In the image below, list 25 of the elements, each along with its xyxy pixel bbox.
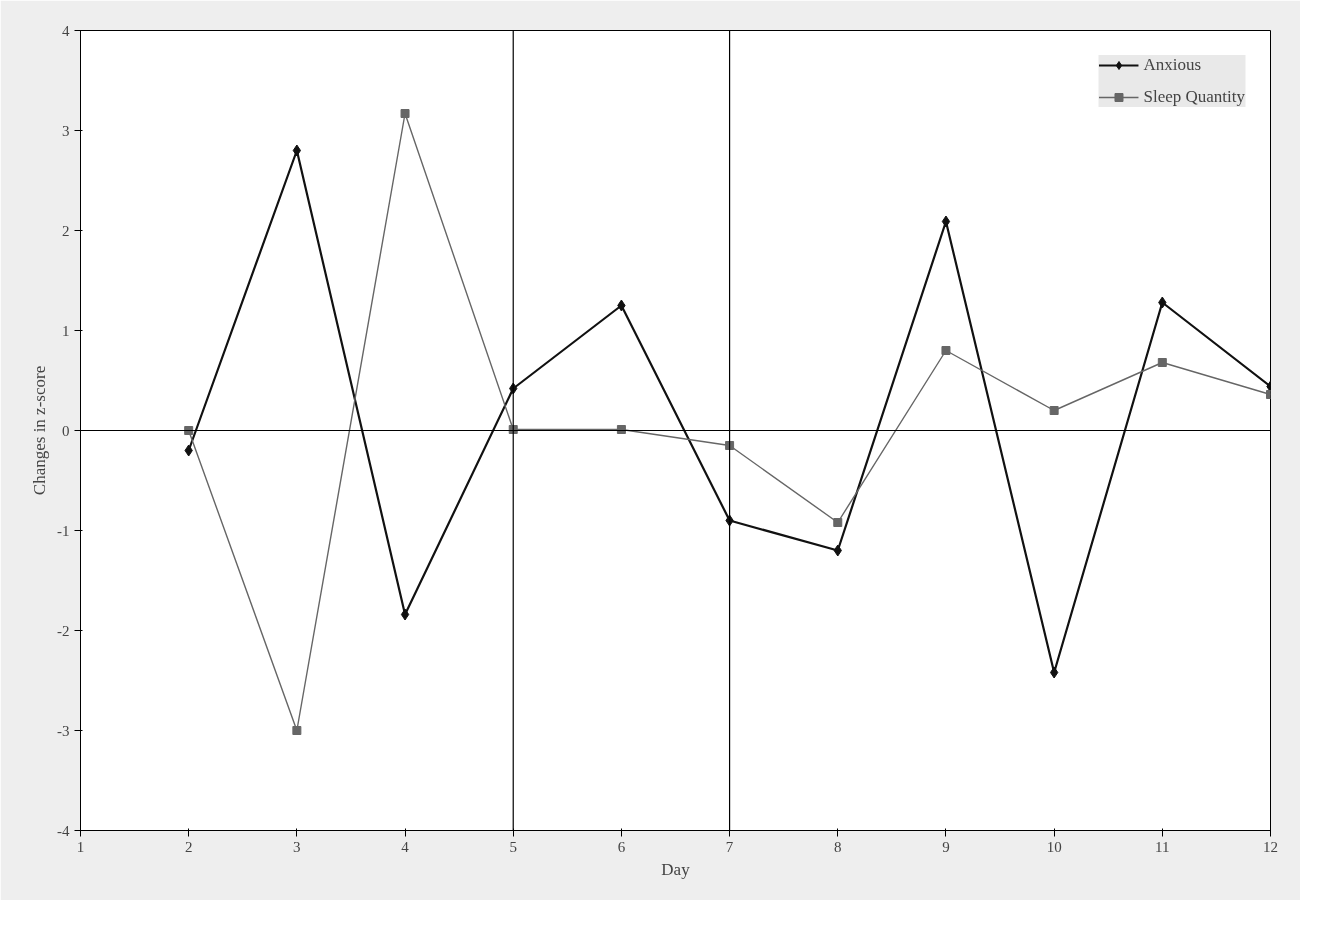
legend-label: Sleep Quantity [1143, 87, 1245, 107]
y-tick-label: 2 [62, 222, 70, 239]
x-tick-label: 2 [184, 838, 193, 855]
x-tick-label: 5 [509, 838, 517, 855]
y-tick-label: 4 [62, 22, 70, 39]
y-tick-label: -3 [57, 722, 70, 739]
y-tick-label: -4 [57, 822, 70, 839]
x-tick-label: 4 [401, 838, 410, 855]
x-tick-label: 3 [293, 838, 301, 855]
y-tick-label: 1 [62, 322, 70, 339]
x-tick-label: 11 [1155, 838, 1170, 855]
x-tick-label: 10 [1046, 838, 1062, 855]
x-tick-label: 7 [725, 838, 734, 855]
x-tick-label: 8 [834, 838, 842, 855]
y-tick-label: 3 [62, 122, 70, 139]
y-tick-label: -1 [57, 522, 70, 539]
x-tick-label: 9 [942, 838, 950, 855]
x-tick-label: 6 [617, 838, 626, 855]
x-tick-label: 1 [76, 838, 85, 855]
y-tick-label: 0 [62, 422, 70, 439]
x-tick-label: 12 [1263, 838, 1278, 855]
x-axis-title: Day [661, 859, 691, 879]
legend-label: Anxious [1143, 55, 1202, 75]
y-tick-label: -2 [57, 622, 70, 639]
y-axis-title: Changes in z-score [30, 365, 49, 496]
